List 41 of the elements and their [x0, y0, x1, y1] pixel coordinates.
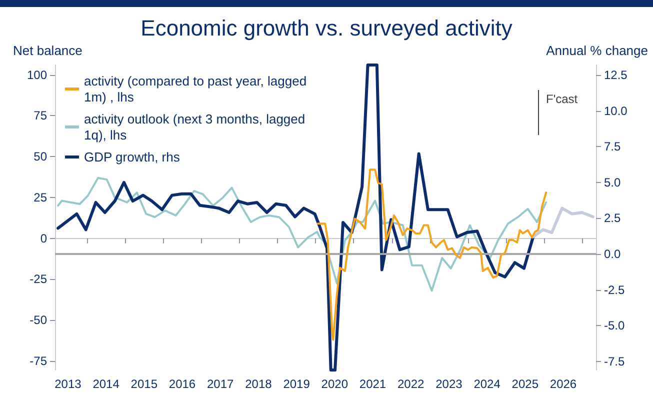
y2-axis-title: Annual % change	[546, 43, 648, 58]
x-tick-label: 2023	[436, 377, 463, 391]
y-tick-label: 75	[34, 108, 48, 123]
x-tick-label: 2013	[54, 377, 82, 391]
line-series	[57, 176, 548, 292]
x-tick-label: 2016	[168, 377, 196, 391]
x-tick-label: 2019	[283, 377, 310, 391]
legend-label: activity outlook (next 3 months, lagged 1q), lhs	[84, 112, 309, 142]
x-tick-label: 2020	[321, 377, 348, 391]
y-axis-title: Net balance	[13, 43, 82, 58]
y2-tick-label: -2.5	[604, 282, 626, 297]
y2-tick-label: 10.0	[604, 104, 628, 118]
x-tick-label: 2024	[474, 377, 501, 391]
line-series	[316, 168, 548, 341]
y2-tick-label: -7.5	[604, 354, 626, 368]
x-tick-label: 2017	[206, 377, 234, 391]
legend-label: activity (compared to past year, lagged 1m) , lhs	[84, 74, 310, 104]
x-tick-label: 2021	[359, 377, 386, 391]
x-tick-label: 2018	[245, 377, 272, 391]
y2-tick-label: 2.5	[604, 211, 622, 226]
y-tick-label: 100	[26, 68, 48, 82]
y-tick-label: -75	[30, 354, 48, 368]
y-tick-label: 25	[34, 190, 48, 204]
y-tick-label: 0	[40, 231, 48, 246]
y-tick-label: -50	[30, 313, 48, 328]
x-tick-label: 2026	[550, 377, 577, 391]
annotation: F'cast	[546, 92, 578, 106]
y2-tick-label: -5.0	[604, 318, 626, 333]
x-tick-label: 2022	[397, 377, 425, 391]
y2-tick-label: 12.5	[604, 68, 628, 82]
y2-tick-label: 5.0	[604, 175, 622, 190]
x-tick-label: 2025	[512, 377, 539, 391]
x-tick-label: 2014	[92, 377, 120, 391]
legend-label: GDP growth, rhs	[84, 150, 180, 164]
line-series	[56, 64, 535, 372]
chart-title: Economic growth vs. surveyed activity	[140, 16, 512, 40]
y-tick-label: 50	[34, 150, 48, 164]
y2-tick-label: 7.5	[604, 140, 622, 154]
x-tick-label: 2015	[130, 377, 158, 391]
y2-tick-label: 0.0	[604, 247, 622, 262]
y-tick-label: -25	[30, 272, 48, 286]
